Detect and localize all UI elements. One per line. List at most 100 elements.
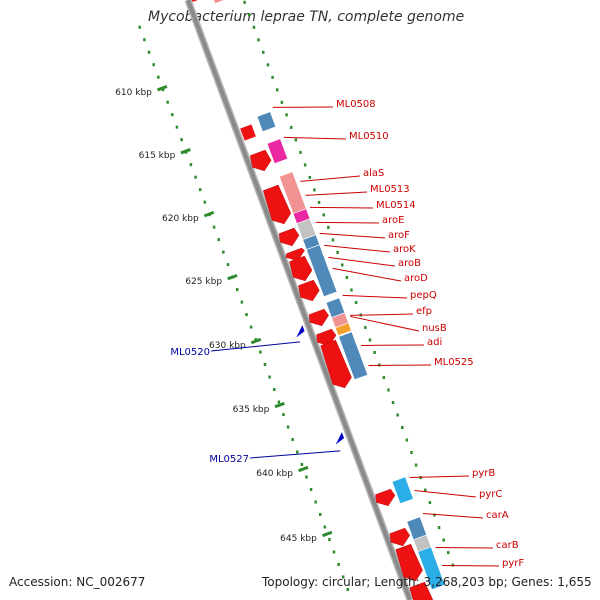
gene-label: ML0513: [370, 184, 410, 195]
feature-dot: [405, 438, 409, 442]
genome-summary-text: Topology: circular; Length: 3,268,203 bp…: [262, 575, 592, 589]
gene-label: nusB: [422, 323, 447, 334]
scale-dot: [323, 525, 327, 529]
gene-label: carA: [486, 510, 509, 521]
forward-cds-arrow: [191, 0, 198, 2]
feature-dot: [373, 350, 376, 354]
small-feature-marker: [296, 325, 305, 338]
gene-leader-line: [350, 315, 420, 332]
feature-dot: [303, 163, 307, 167]
feature-dot: [252, 25, 256, 29]
scale-dot: [198, 188, 202, 192]
gene-labels-left: ML0520 ML0527: [170, 341, 341, 465]
forward-cds-arrow: [320, 339, 352, 389]
feature-dot: [285, 113, 288, 117]
feature-dot: [243, 0, 246, 4]
feature-dot: [257, 38, 260, 42]
feature-dot: [451, 563, 455, 567]
gene-leader-line: [210, 341, 301, 352]
reverse-cds-block: [338, 331, 369, 381]
feature-dot: [275, 88, 279, 92]
scale-dot: [296, 450, 299, 454]
scale-tick: [180, 148, 191, 155]
gene-leader-line: [414, 490, 477, 498]
forward-cds-arrow: [240, 124, 256, 141]
feature-dot-track: [243, 0, 455, 567]
feature-dot: [331, 238, 335, 242]
scale-tick-label: 635 kbp: [233, 405, 270, 415]
scale-dot: [138, 25, 141, 29]
gene-label: pyrC: [479, 489, 502, 500]
feature-dot: [437, 526, 441, 530]
scale-tick-label: 615 kbp: [139, 151, 176, 161]
gene-leader-line: [409, 475, 470, 478]
feature-dot: [345, 275, 349, 279]
scale-dot: [180, 138, 183, 142]
scale-dot: [263, 363, 267, 367]
scale-dot: [305, 475, 308, 479]
feature-dot: [313, 188, 316, 192]
scale-tick: [227, 273, 238, 281]
gene-label: ML0525: [434, 357, 474, 368]
gene-label: aroE: [382, 215, 404, 226]
feature-dot: [248, 13, 251, 17]
forward-cds-arrow: [308, 308, 329, 327]
scale-dot: [194, 175, 197, 179]
gene-leader-line: [332, 267, 402, 282]
scale-dot: [249, 325, 253, 329]
feature-dot: [442, 538, 445, 542]
scale-dot: [272, 388, 276, 392]
forward-cds-arrow: [262, 184, 292, 225]
gene-label: ML0508: [336, 99, 376, 110]
scale-dot: [171, 113, 174, 117]
feature-dot: [428, 501, 432, 505]
scale-dot: [161, 88, 165, 92]
scale-dot: [212, 225, 216, 229]
gene-leader-line: [342, 294, 408, 299]
scale-dot: [309, 487, 313, 491]
gene-label: ML0527: [209, 454, 249, 465]
scale-dot: [222, 250, 225, 254]
reverse-cds-block: [213, 0, 226, 4]
feature-dot: [299, 150, 302, 154]
feature-dot: [410, 451, 413, 455]
gene-leader-line: [309, 206, 374, 209]
feature-dot: [401, 426, 404, 430]
scale-dot: [268, 375, 271, 379]
forward-cds-arrow: [389, 527, 410, 547]
forward-strand-features: [191, 0, 434, 600]
scale-dot: [328, 537, 331, 541]
scale-dot: [332, 550, 336, 554]
feature-dot: [262, 50, 265, 54]
reverse-cds-block: [266, 138, 289, 165]
feature-dot: [350, 288, 353, 292]
scale-dot: [314, 500, 317, 504]
forward-cds-arrow: [249, 149, 272, 172]
feature-dot: [364, 325, 367, 329]
gene-label: ML0520: [170, 347, 210, 358]
scale-dot: [236, 288, 239, 292]
forward-cds-arrow: [409, 581, 434, 600]
scale-dot: [147, 50, 151, 54]
scale-dot: [319, 512, 322, 516]
scale-tick: [203, 210, 215, 218]
scale-dot: [226, 263, 230, 267]
feature-dot: [308, 175, 312, 179]
scale-tick-label: 645 kbp: [280, 534, 317, 544]
gene-label: pepQ: [410, 290, 437, 301]
gene-leader-line: [349, 313, 414, 316]
accession-text: Accession: NC_002677: [9, 575, 146, 589]
scale-dot: [245, 313, 248, 317]
gene-label: ML0510: [349, 131, 389, 142]
scale-tick: [274, 401, 285, 409]
feature-dot: [424, 488, 427, 492]
gene-label: aroD: [404, 273, 428, 284]
gene-leader-line: [315, 221, 380, 224]
forward-cds-arrow: [285, 247, 305, 262]
feature-dot: [317, 200, 321, 204]
scale-dot: [189, 163, 193, 167]
reverse-cds-block: [417, 546, 446, 591]
reverse-cds-block: [334, 322, 352, 337]
